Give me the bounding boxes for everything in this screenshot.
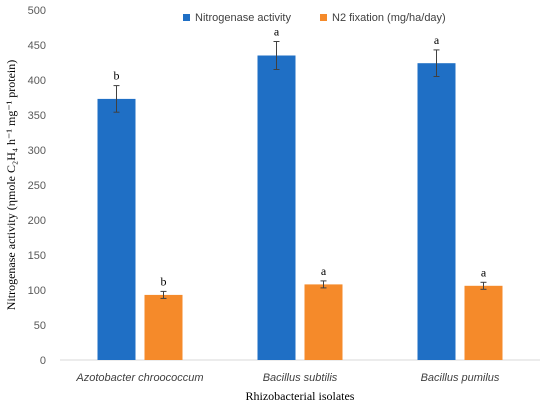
bar: [144, 294, 183, 360]
legend-item: N2 fixation (mg/ha/day): [320, 12, 446, 24]
significance-label: a: [321, 264, 327, 278]
y-tick-label: 450: [28, 40, 46, 52]
error-bar: [273, 41, 280, 70]
y-tick-label: 500: [28, 5, 46, 17]
y-axis-title: Nitrogenase activity (ηmole C₂H₄ h⁻¹ mg⁻…: [4, 60, 18, 310]
y-tick-label: 250: [28, 180, 46, 192]
y-tick-label: 50: [34, 320, 46, 332]
y-tick-label: 200: [28, 215, 46, 227]
legend-swatch: [183, 14, 190, 21]
legend: Nitrogenase activity N2 fixation (mg/ha/d…: [183, 12, 446, 24]
error-bars: [113, 41, 487, 299]
category-label: Azotobacter chroococcum: [75, 372, 203, 384]
y-tick-label: 150: [28, 250, 46, 262]
category-label: Bacillus subtilis: [263, 372, 338, 384]
significance-label: b: [161, 274, 167, 288]
x-axis-title: Rhizobacterial isolates: [246, 389, 355, 403]
significance-label: a: [481, 265, 487, 279]
error-bar: [480, 281, 487, 290]
bars: [97, 55, 503, 361]
error-bar: [433, 49, 440, 77]
bar: [257, 55, 296, 360]
y-tick-label: 0: [40, 355, 46, 367]
category-label: Bacillus pumilus: [421, 372, 500, 384]
significance-label: a: [434, 33, 440, 47]
y-tick-label: 400: [28, 75, 46, 87]
bar: [417, 63, 456, 360]
y-tick-label: 300: [28, 145, 46, 157]
y-tick-label: 350: [28, 110, 46, 122]
bar: [97, 98, 136, 361]
error-bar: [320, 280, 327, 289]
bar: [464, 285, 503, 360]
significance-label: a: [274, 25, 280, 39]
legend-swatch: [320, 14, 327, 21]
legend-label: N2 fixation (mg/ha/day): [332, 12, 446, 24]
significance-label: b: [114, 69, 120, 83]
error-bar: [113, 85, 120, 113]
bar: [304, 284, 343, 360]
legend-item: Nitrogenase activity: [183, 12, 291, 24]
y-tick-label: 100: [28, 285, 46, 297]
error-bar: [160, 290, 167, 299]
legend-label: Nitrogenase activity: [195, 12, 291, 24]
y-axis-ticks: 0 50 100 150 200 250 300 350 400 450 500: [28, 5, 46, 367]
significance-labels: b b a a a a: [114, 25, 487, 289]
x-axis-categories: Azotobacter chroococcum Bacillus subtilis…: [75, 372, 500, 384]
